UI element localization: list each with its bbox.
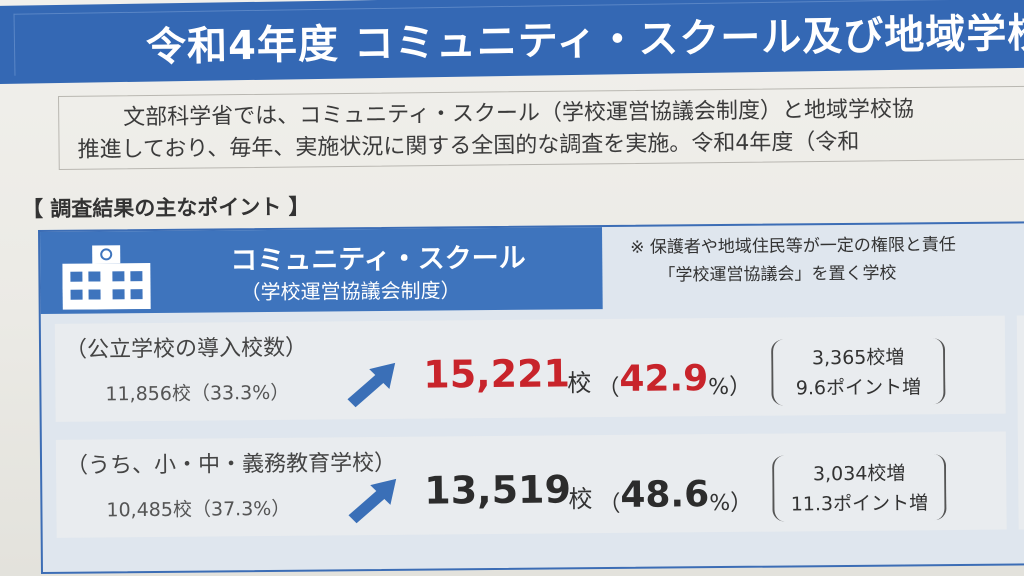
percentage-open-paren: （ [597,375,620,402]
school-increase: 3,034校増 [812,462,906,486]
school-increase: 3,365校増 [811,346,905,370]
point-increase: 11.3ポイント増 [790,492,929,516]
increase-arrow-icon [347,362,396,408]
previous-value: 11,856校（33.3%） [105,381,290,406]
community-school-subtitle: （学校運営協議会制度） [240,278,461,305]
percentage-open-paren: （ [598,491,621,518]
stat-row-elementary-junior: （うち、小・中・義務教育学校） 10,485校（37.3%） 13,519 校 … [55,431,1007,538]
community-school-panel: コミュニティ・スクール （学校運営協議会制度） ※ 保護者や地域住民等が一定の権… [38,221,1024,574]
percentage-value: 48.6 [620,474,710,516]
increase-arrow-icon [348,478,397,524]
community-school-title: コミュニティ・スクール [230,242,526,277]
increase-bracket: 3,365校増 9.6ポイント増 [770,338,946,406]
current-percentage: （42.9%） [597,358,752,404]
percentage-close: %） [709,490,753,517]
point-increase: 9.6ポイント増 [795,376,922,400]
intro-text-line-2: 推進しており、毎年、実施状況に関する全国的な調査を実施。令和4年度（令和 [77,129,860,163]
intro-box: 文部科学省では、コミュニティ・スクール（学校運営協議会制度）と地域学校協 推進し… [58,85,1024,170]
definition-note-line-2: 「学校運営協議会」を置く学校 [658,263,897,286]
definition-note-line-1: ※ 保護者や地域住民等が一定の権限と責任 [630,234,956,258]
community-school-header: コミュニティ・スクール （学校運営協議会制度） [40,227,603,314]
current-count: 15,221 [423,351,571,397]
stat-row-label: （公立学校の導入校数） [64,335,308,363]
previous-value: 10,485校（37.3%） [106,497,291,522]
right-column-edge [1016,315,1024,530]
points-heading: 【 調査結果の主なポイント 】 [21,194,310,222]
increase-bracket: 3,034校増 11.3ポイント増 [771,454,947,522]
count-unit: 校 [567,369,592,398]
current-percentage: （48.6%） [598,474,753,520]
count-unit: 校 [568,485,593,514]
school-building-icon [62,245,151,310]
current-count: 13,519 [424,467,572,513]
title-banner: 令和4年度 コミュニティ・スクール及び地域学校 [0,0,1024,84]
percentage-value: 42.9 [619,358,709,400]
percentage-close: %） [708,374,752,401]
stat-row-public-schools: （公立学校の導入校数） 11,856校（33.3%） 15,221 校 （42.… [54,315,1006,422]
